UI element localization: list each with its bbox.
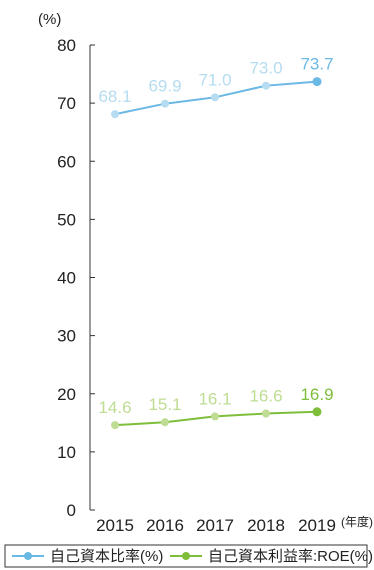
data-label: 73.7 (300, 55, 333, 74)
data-point (211, 93, 219, 102)
legend-label: 自己資本比率(%) (50, 548, 163, 565)
data-point (312, 407, 322, 417)
data-point (262, 409, 270, 418)
data-label: 71.0 (198, 70, 231, 89)
legend-swatch-marker (182, 552, 190, 560)
data-label: 69.9 (148, 77, 181, 96)
y-tick-label: 30 (57, 327, 76, 346)
data-label: 15.1 (148, 395, 181, 414)
data-label: 68.1 (98, 87, 131, 106)
legend: 自己資本比率(%) 自己資本利益率:ROE(%) (4, 544, 373, 568)
legend-swatch-marker (24, 552, 32, 560)
legend-label: 自己資本利益率:ROE(%) (208, 548, 373, 565)
y-tick-label: 70 (57, 94, 76, 113)
data-label: 16.1 (198, 389, 231, 408)
x-axis: 2015 2016 2017 2018 2019 (96, 516, 336, 535)
x-tick-label: 2019 (298, 516, 336, 535)
x-tick-label: 2015 (96, 516, 134, 535)
data-point (262, 81, 270, 90)
y-tick-label: 60 (57, 152, 76, 171)
x-tick-label: 2016 (146, 516, 184, 535)
y-tick-label: 50 (57, 210, 76, 229)
legend-box (4, 544, 368, 568)
data-label: 73.0 (249, 59, 282, 78)
y-tick-label: 0 (67, 501, 76, 520)
y-tick-label: 80 (57, 36, 76, 55)
data-point (111, 421, 119, 430)
y-tick-label: 20 (57, 385, 76, 404)
y-axis: 0 10 20 30 40 50 60 70 80 (57, 36, 95, 520)
data-point (161, 418, 169, 427)
data-point (161, 99, 169, 108)
y-tick-label: 10 (57, 443, 76, 462)
series-layer: 68.1 69.9 71.0 73.0 73.7 14.6 15.1 16.1 16.6 16.9 (98, 55, 334, 430)
data-point (312, 77, 322, 87)
y-axis-unit-label: (%) (38, 11, 61, 28)
data-label: 16.6 (249, 387, 282, 406)
data-label: 14.6 (98, 398, 131, 417)
data-point (111, 110, 119, 119)
x-tick-label: 2017 (196, 516, 234, 535)
y-tick-label: 40 (57, 269, 76, 288)
data-label: 16.9 (300, 385, 333, 404)
data-point (211, 412, 219, 421)
x-axis-unit-label: (年度) (341, 514, 373, 529)
x-tick-label: 2018 (247, 516, 285, 535)
